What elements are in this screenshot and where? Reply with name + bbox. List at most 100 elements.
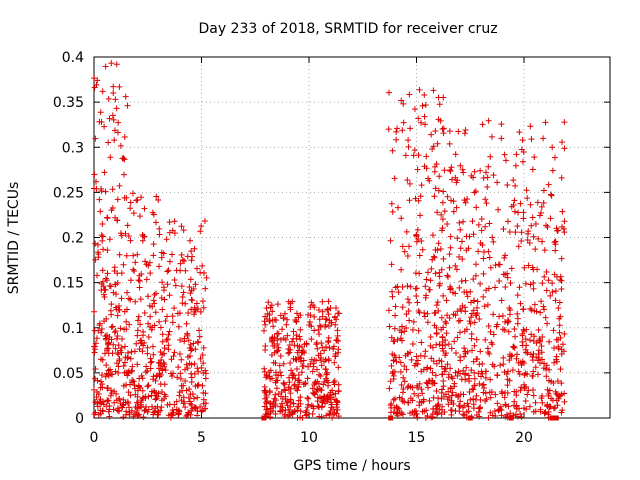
data-point: [334, 310, 341, 317]
data-point: [399, 411, 406, 418]
data-point: [331, 359, 338, 366]
data-point: [398, 97, 405, 104]
data-point: [125, 295, 132, 302]
data-point: [511, 208, 518, 215]
data-point: [155, 359, 162, 366]
data-point: [304, 404, 311, 411]
data-point: [424, 319, 431, 326]
data-point: [385, 126, 392, 133]
data-point: [115, 119, 122, 126]
data-point: [177, 260, 184, 267]
data-point: [145, 393, 152, 400]
data-point: [532, 246, 539, 253]
data-point: [299, 414, 306, 421]
data-point: [460, 404, 467, 411]
data-point: [313, 341, 320, 348]
data-point: [477, 280, 484, 287]
data-point: [114, 196, 121, 203]
data-point: [319, 399, 326, 406]
data-point: [147, 323, 154, 330]
data-point: [124, 222, 131, 229]
data-point: [561, 330, 568, 337]
data-point: [414, 166, 421, 173]
data-point: [561, 390, 568, 397]
data-point: [140, 233, 147, 240]
data-point: [92, 135, 99, 142]
data-point: [419, 408, 426, 415]
data-point: [165, 331, 172, 338]
data-point: [556, 315, 563, 322]
data-point: [294, 310, 301, 317]
data-point: [325, 379, 332, 386]
data-point: [558, 380, 565, 387]
data-point: [169, 251, 176, 258]
data-point: [166, 219, 173, 226]
data-point: [421, 113, 428, 120]
data-point: [335, 364, 342, 371]
data-point: [115, 363, 122, 370]
data-point: [556, 299, 563, 306]
data-point: [528, 307, 535, 314]
data-point: [262, 321, 269, 328]
data-point: [115, 408, 122, 415]
data-point: [135, 277, 142, 284]
data-point: [99, 221, 106, 228]
data-point: [328, 401, 335, 408]
data-point: [393, 136, 400, 143]
data-point: [121, 156, 128, 163]
data-point: [278, 372, 285, 379]
data-point: [318, 387, 325, 394]
data-point: [462, 126, 469, 133]
data-point: [134, 251, 141, 258]
data-point: [127, 277, 134, 284]
data-point: [109, 112, 116, 119]
data-point: [144, 367, 151, 374]
data-point: [421, 353, 428, 360]
data-point: [395, 289, 402, 296]
data-point: [274, 347, 281, 354]
data-point: [416, 309, 423, 316]
data-point: [202, 285, 209, 292]
data-point: [512, 333, 519, 340]
data-point: [440, 188, 447, 195]
data-point: [559, 407, 566, 414]
data-point: [422, 283, 429, 290]
data-point: [269, 337, 276, 344]
data-point: [197, 228, 204, 235]
data-point: [104, 270, 111, 277]
data-point: [299, 344, 306, 351]
data-point: [552, 241, 559, 248]
data-point: [134, 196, 141, 203]
data-point: [317, 350, 324, 357]
data-point: [91, 343, 98, 350]
data-point: [460, 169, 467, 176]
data-point: [179, 294, 186, 301]
data-point: [289, 338, 296, 345]
data-point: [477, 348, 484, 355]
data-point: [499, 390, 506, 397]
data-point: [132, 298, 139, 305]
data-point: [561, 398, 568, 405]
data-point: [544, 403, 551, 410]
data-point: [102, 63, 109, 70]
data-point: [428, 355, 435, 362]
data-point: [516, 129, 523, 136]
data-point: [197, 355, 204, 362]
data-point: [110, 289, 117, 296]
data-point: [433, 341, 440, 348]
data-point: [539, 356, 546, 363]
data-point: [461, 130, 468, 137]
data-point: [453, 266, 460, 273]
data-point: [284, 316, 291, 323]
data-point: [297, 326, 304, 333]
data-point: [99, 278, 106, 285]
data-point: [411, 147, 418, 154]
data-point: [485, 285, 492, 292]
data-point: [414, 361, 421, 368]
data-point: [287, 304, 294, 311]
data-point: [502, 401, 509, 408]
data-point: [419, 246, 426, 253]
data-point: [561, 119, 568, 126]
data-point: [481, 303, 488, 310]
